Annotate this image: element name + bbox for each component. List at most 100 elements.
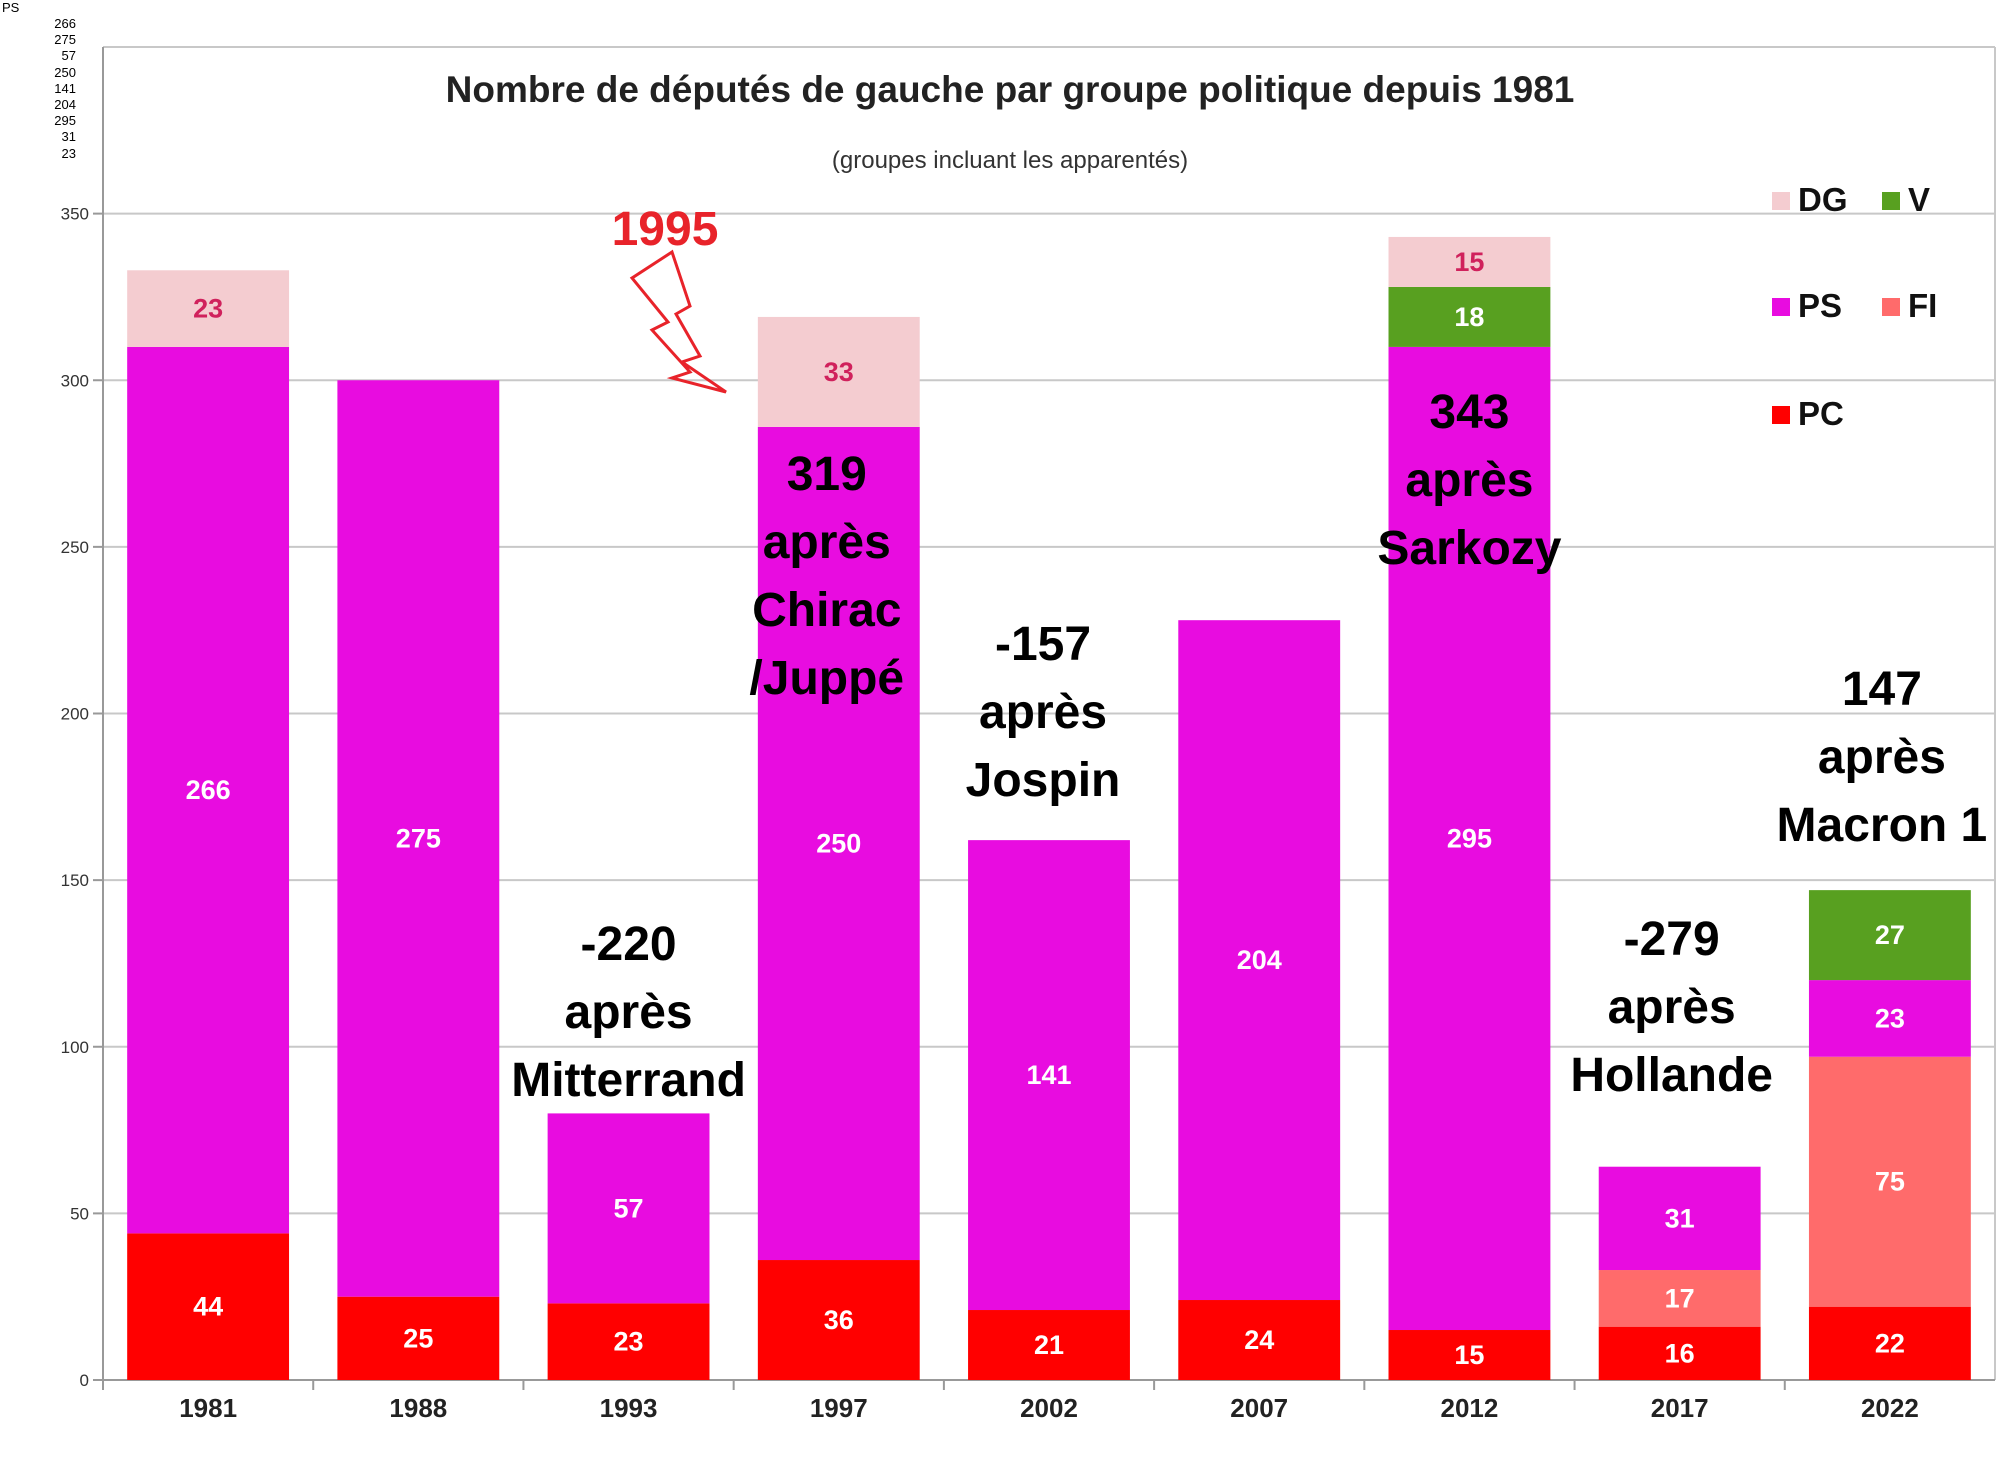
annotation-line: -220 (581, 918, 677, 971)
annotation-line: Sarkozy (1377, 522, 1561, 575)
y-tick-label: 350 (61, 205, 89, 224)
bar-segment-pc (1598, 1326, 1761, 1380)
data-label: 250 (816, 828, 861, 858)
annotation-line: après (1405, 454, 1533, 507)
data-label: 22 (1875, 1328, 1905, 1358)
annotation-line: -157 (995, 618, 1091, 671)
data-label: 141 (1026, 1060, 1071, 1090)
bar-segment-pc (127, 1233, 290, 1380)
bar-segment-v (1388, 286, 1551, 347)
corner-value: 295 (54, 113, 76, 129)
annotation-line: Macron 1 (1777, 799, 1988, 852)
bar-segment-pc (757, 1260, 920, 1380)
data-label: 33 (824, 357, 854, 387)
data-label: 15 (1454, 247, 1484, 277)
annotation-line: Hollande (1570, 1049, 1773, 1102)
corner-value: 141 (54, 80, 76, 96)
data-label: 27 (1875, 920, 1905, 950)
x-tick-label: 1997 (810, 1393, 868, 1423)
bar-segment-pc (1388, 1330, 1551, 1380)
data-label: 36 (824, 1305, 854, 1335)
annotations: -220 après Mitterrand 319 après Chirac/Juppé -… (511, 203, 1987, 1107)
annotation-line: Mitterrand (511, 1054, 746, 1107)
y-tick-label: 200 (61, 705, 89, 724)
y-tick-label: 0 (80, 1371, 89, 1390)
corner-series-label: PS (2, 0, 20, 15)
data-label: 57 (614, 1193, 644, 1223)
legend-swatch-ps (1772, 298, 1790, 316)
legend-swatch-fi (1882, 298, 1900, 316)
bar-segment-ps (337, 380, 500, 1297)
bar-segment-pc (1178, 1300, 1341, 1380)
bar-segment-dg (757, 316, 920, 427)
data-label: 23 (193, 294, 223, 324)
lightning-bolt-icon (629, 249, 727, 394)
bar-segment-pc (547, 1303, 710, 1380)
bar-segment-pc (1808, 1306, 1971, 1380)
y-tick-label: 100 (61, 1038, 89, 1057)
data-label: 31 (1665, 1203, 1695, 1233)
bar-segment-pc (337, 1296, 500, 1380)
x-tick-label: 2022 (1861, 1393, 1919, 1423)
y-tick-label: 300 (61, 371, 89, 390)
legend-label-v: V (1908, 181, 1930, 218)
legend-swatch-dg (1772, 192, 1790, 210)
legend-swatch-pc (1772, 406, 1790, 424)
corner-value: 31 (61, 129, 76, 145)
corner-value: 275 (54, 32, 76, 48)
y-tick-label: 50 (70, 1204, 89, 1223)
data-label: 16 (1665, 1338, 1695, 1368)
x-tick-label: 2012 (1441, 1393, 1499, 1423)
bar-segment-fi (1808, 1056, 1971, 1307)
annotation-line: après (763, 516, 891, 569)
annotation-line: après (1608, 981, 1736, 1034)
bar-segment-ps (968, 840, 1130, 1311)
data-label: 17 (1665, 1283, 1695, 1313)
annotation-line: 319 (787, 448, 867, 501)
data-label: 23 (614, 1327, 644, 1357)
chart-subtitle: (groupes incluant les apparentés) (832, 147, 1188, 174)
x-tick-label: 2007 (1230, 1393, 1288, 1423)
bar-segment-ps (1598, 1166, 1761, 1271)
legend-swatch-v (1882, 192, 1900, 210)
annotation-line: -279 (1624, 913, 1720, 966)
corner-value: 266 (54, 16, 76, 31)
data-label: 275 (396, 823, 441, 853)
data-label: 23 (1875, 1003, 1905, 1033)
annotation-line: 147 (1842, 663, 1922, 716)
x-tick-label: 1981 (179, 1393, 237, 1423)
annotation-line: Jospin (966, 754, 1121, 807)
annotation-line: 343 (1429, 386, 1509, 439)
legend-label-ps: PS (1798, 287, 1842, 324)
bar-segment-ps (1808, 980, 1971, 1057)
data-label: 25 (403, 1323, 433, 1353)
bar-segment-ps (127, 346, 290, 1234)
legend-label-dg: DG (1798, 181, 1848, 218)
chart-title: Nombre de députés de gauche par groupe p… (446, 69, 1575, 110)
corner-value: 57 (61, 48, 76, 64)
x-tick-label: 2017 (1651, 1393, 1709, 1423)
corner-value: 204 (54, 97, 76, 112)
data-label: 295 (1447, 823, 1492, 853)
y-tick-label: 250 (61, 538, 89, 557)
x-tick-label: 2002 (1020, 1393, 1078, 1423)
bar-segment-ps (1388, 346, 1551, 1331)
annotation-line: Chirac (752, 584, 901, 637)
legend-label-pc: PC (1798, 395, 1844, 432)
annotation-line: après (979, 686, 1107, 739)
data-label: 15 (1454, 1340, 1484, 1370)
data-label: 75 (1875, 1167, 1905, 1197)
data-label: 24 (1244, 1325, 1274, 1355)
bars: 44 266 23 25 275 23 57 36 250 33 21 141 24 204 15 295 18… (127, 236, 1971, 1380)
corner-value: 23 (61, 145, 76, 161)
event-marker-label: 1995 (612, 203, 719, 256)
annotation-line: /Juppé (749, 652, 904, 705)
bar-segment-dg (127, 270, 290, 347)
legend: DG V PS FI PC (1772, 181, 1937, 432)
bar-segment-ps (547, 1113, 710, 1304)
data-label: 44 (193, 1292, 223, 1322)
bar-segment-ps (1178, 620, 1341, 1301)
x-tick-label: 1988 (389, 1393, 447, 1423)
